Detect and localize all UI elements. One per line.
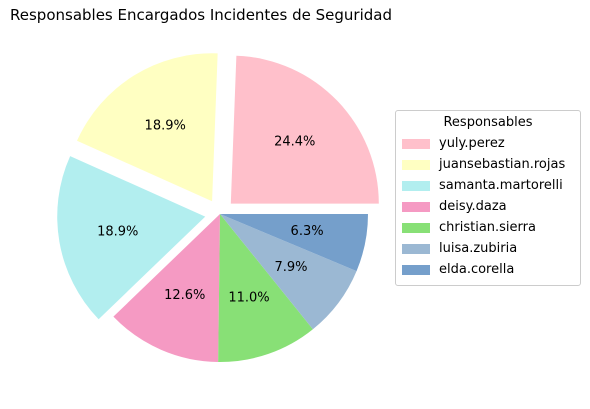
pie-slice-deisy-daza: [113, 214, 220, 362]
slice-percent-label: 6.3%: [291, 224, 324, 239]
slice-percent-label: 18.9%: [145, 118, 186, 133]
legend-item: christian.sierra: [402, 217, 574, 238]
pie-slice-luisa-zubiria: [220, 214, 357, 330]
legend-swatch: [402, 243, 430, 254]
legend-item: deisy.daza: [402, 196, 574, 217]
slice-percent-label: 24.4%: [274, 134, 315, 149]
legend-label: christian.sierra: [439, 220, 536, 235]
slice-percent-label: 11.0%: [228, 290, 269, 305]
legend-swatch: [402, 138, 430, 149]
slice-percent-label: 7.9%: [274, 260, 307, 275]
legend-swatch: [402, 201, 430, 212]
pie-slice-samanta-martorelli: [57, 156, 206, 320]
legend-swatch: [402, 264, 430, 275]
legend-item: luisa.zubiria: [402, 238, 574, 259]
legend-label: elda.corella: [439, 262, 515, 277]
legend-swatch: [402, 222, 430, 233]
legend: Responsables yuly.perez juansebastian.roj…: [395, 110, 581, 286]
legend-label: samanta.martorelli: [439, 178, 563, 193]
slice-percent-label: 12.6%: [164, 288, 205, 303]
legend-title: Responsables: [443, 115, 533, 130]
pie-slice-juansebastian-rojas: [77, 53, 218, 202]
legend-label: deisy.daza: [439, 199, 507, 214]
chart-title: Responsables Encargados Incidentes de Se…: [10, 6, 392, 24]
pie-slice-yuly-perez: [230, 55, 379, 204]
legend-swatch: [402, 180, 430, 191]
legend-items: yuly.perez juansebastian.rojas samanta.mar…: [402, 133, 574, 280]
legend-item: elda.corella: [402, 259, 574, 280]
legend-item: juansebastian.rojas: [402, 154, 574, 175]
slice-percent-label: 18.9%: [97, 224, 138, 239]
pie-slice-christian-sierra: [218, 214, 313, 362]
legend-swatch: [402, 159, 430, 170]
legend-label: luisa.zubiria: [439, 241, 518, 256]
legend-item: samanta.martorelli: [402, 175, 574, 196]
legend-item: yuly.perez: [402, 133, 574, 154]
legend-label: yuly.perez: [439, 136, 505, 151]
pie-slice-elda-corella: [220, 214, 368, 272]
legend-label: juansebastian.rojas: [439, 157, 566, 172]
